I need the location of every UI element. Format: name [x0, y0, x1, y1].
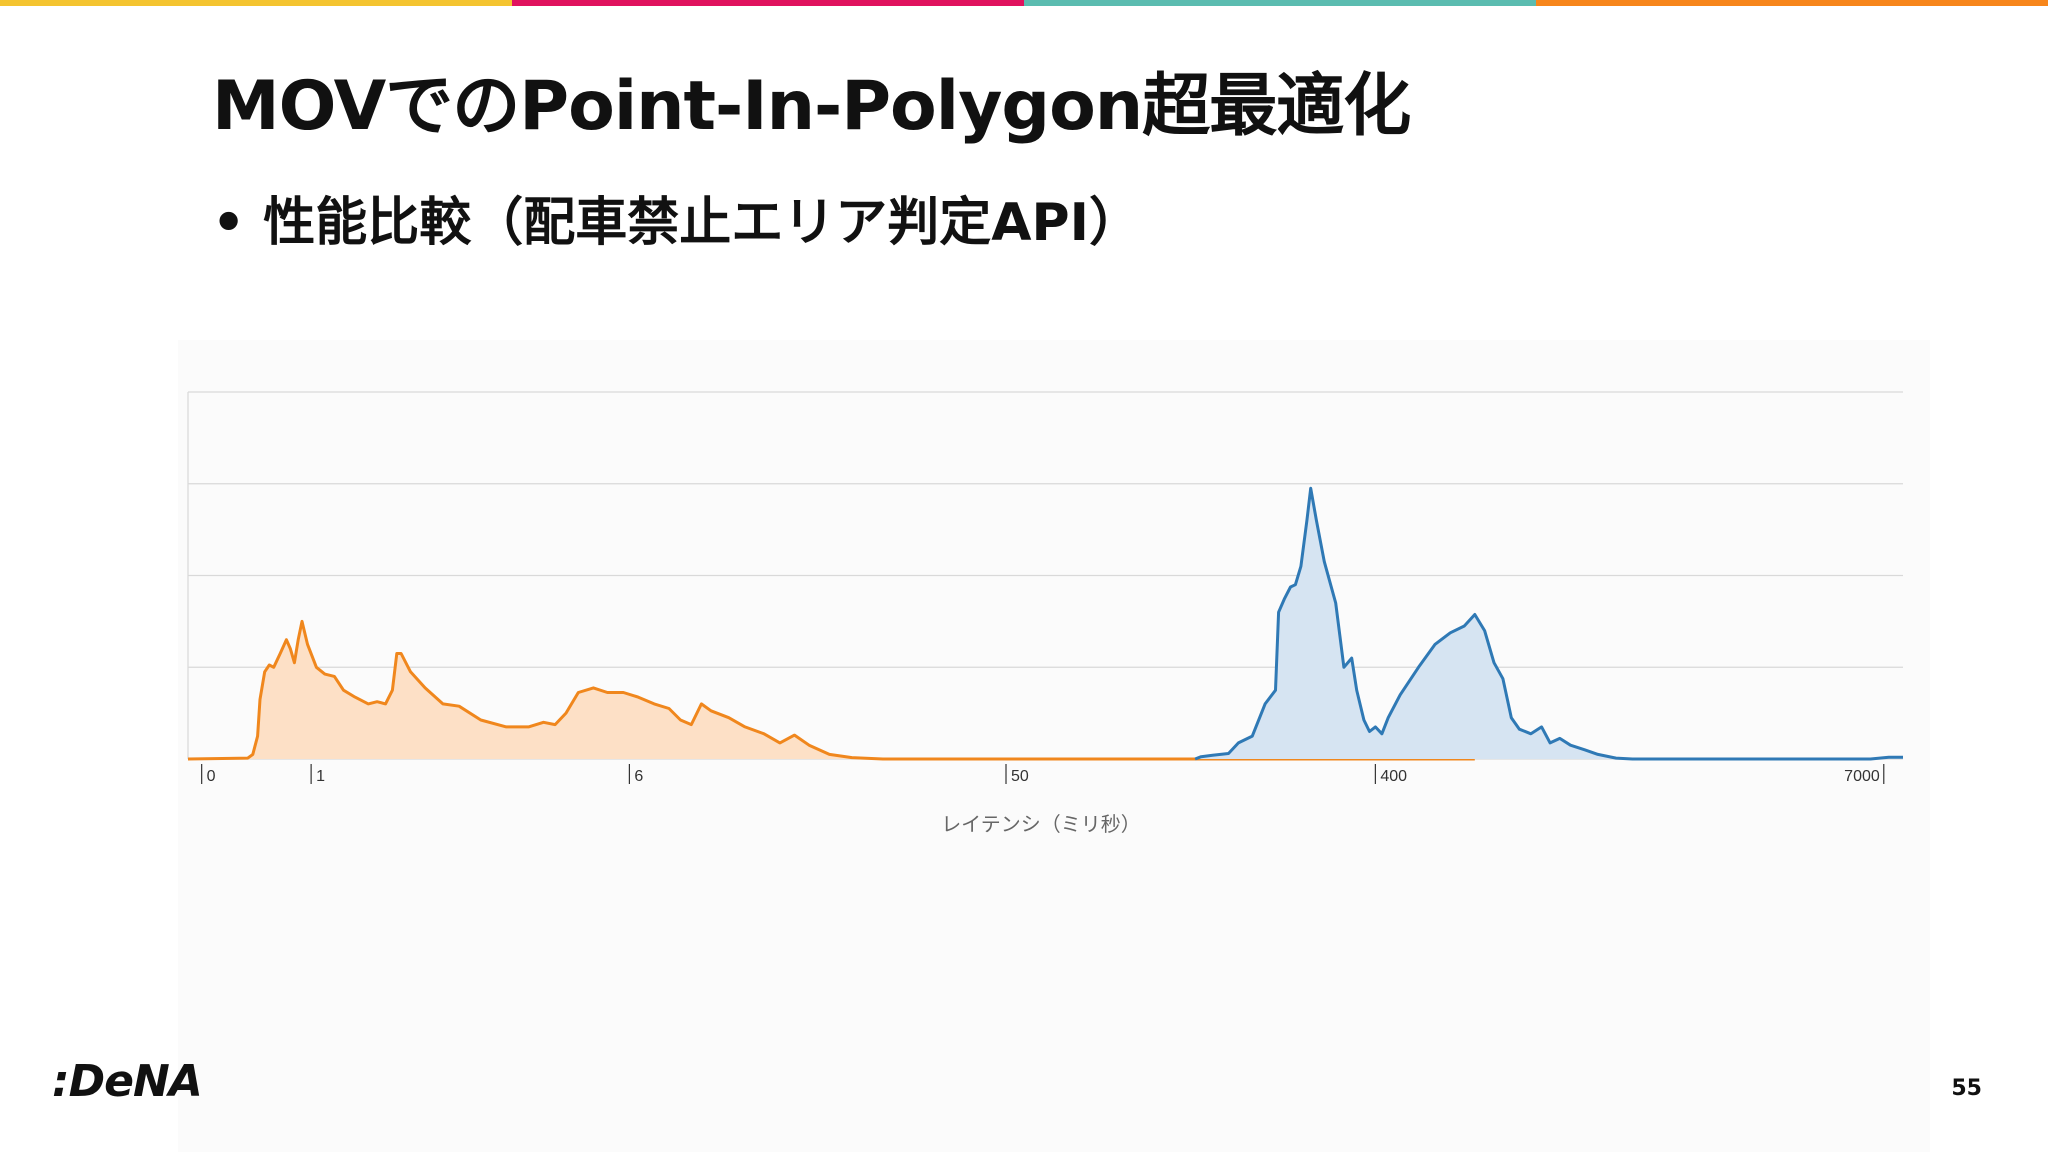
top-bar-orange — [1536, 0, 2048, 6]
latency-chart: 0.02.04.06.08.0016504007000レイテンシ（ミリ秒） — [187, 391, 1903, 836]
x-tick-label: 400 — [1380, 768, 1407, 785]
top-color-bar — [0, 0, 2048, 6]
bullet-text: 性能比較（配車禁止エリア判定API） — [263, 193, 1141, 253]
x-tick-label: 1 — [316, 768, 325, 785]
series-0-line — [187, 619, 1475, 761]
bullet-item: • 性能比較（配車禁止エリア判定API） — [212, 180, 1141, 255]
slide-title: MOVでのPoint-In-Polygon超最適化 — [212, 67, 1411, 146]
series-0-area — [188, 621, 1475, 759]
series-1-line — [1194, 486, 1903, 761]
top-bar-yellow — [0, 0, 512, 6]
x-axis-label: レイテンシ（ミリ秒） — [941, 812, 1141, 836]
x-tick-label: 0 — [207, 768, 216, 785]
x-tick-label: 7000 — [1844, 768, 1880, 785]
top-bar-magenta — [512, 0, 1024, 6]
x-tick-label: 50 — [1011, 768, 1029, 785]
series-1-area — [1195, 488, 1903, 759]
chart-panel: 0.02.04.06.08.0016504007000レイテンシ（ミリ秒） — [178, 340, 1930, 1152]
x-tick-label: 6 — [634, 768, 643, 785]
page-number: 55 — [1951, 1076, 1982, 1101]
dena-logo: :DeNA — [52, 1056, 203, 1107]
top-bar-teal — [1024, 0, 1536, 6]
bullet-marker: • — [212, 193, 246, 253]
